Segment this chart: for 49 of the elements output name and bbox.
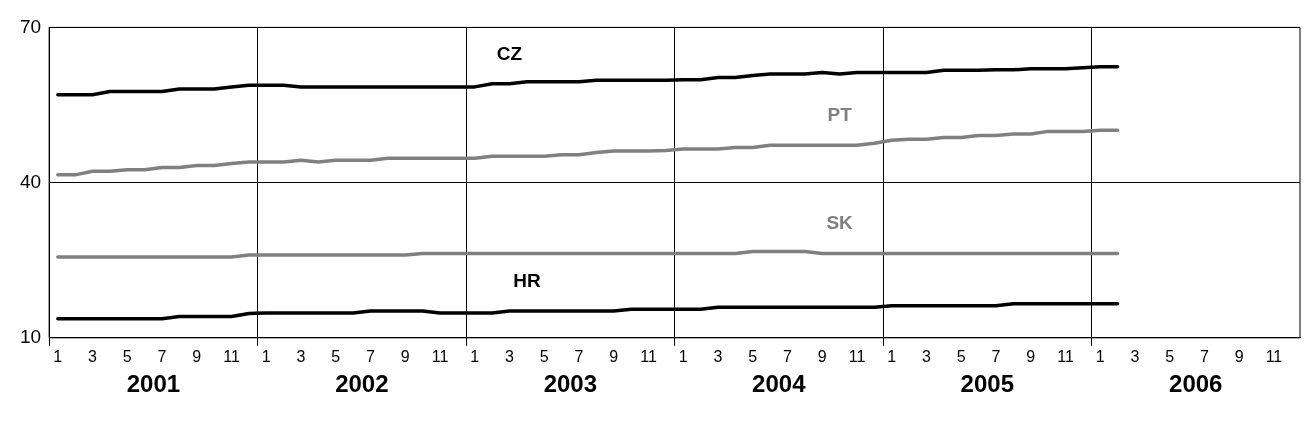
x-tick-label: 3 [505, 347, 515, 365]
x-tick-label: 5 [539, 347, 549, 365]
x-tick-label: 1 [53, 347, 63, 365]
y-tick-label: 70 [19, 15, 42, 37]
text: 2003 [543, 370, 598, 398]
x-tick-label: 3 [296, 347, 306, 365]
x-tick-label: 11 [1057, 347, 1074, 365]
x-tick-label: 5 [1165, 347, 1175, 365]
series-label: PT [827, 104, 853, 126]
x-tick-label: 1 [470, 347, 480, 365]
text: 2002 [335, 370, 389, 398]
x-tick-label: 5 [956, 347, 966, 365]
series-label: CZ [496, 42, 523, 64]
x-tick-label: 9 [1234, 347, 1244, 365]
y-tick-label: 10 [19, 326, 42, 348]
x-tick-label: 7 [783, 347, 793, 365]
x-tick-label: 3 [922, 347, 932, 365]
x-tick-label: 5 [122, 347, 132, 365]
y-tick-label: 40 [19, 170, 42, 192]
x-tick-label: 11 [223, 347, 240, 365]
text: 2006 [1169, 370, 1223, 398]
x-tick-label: 11 [640, 347, 657, 365]
series-label: HR [513, 269, 541, 291]
x-tick-label: 1 [678, 347, 688, 365]
x-tick-label: 9 [609, 347, 619, 365]
text: 2005 [960, 370, 1014, 398]
x-tick-label: 11 [431, 347, 449, 365]
x-tick-label: 3 [713, 347, 723, 365]
x-tick-label: 11 [848, 347, 866, 365]
x-tick-label: 7 [157, 347, 167, 365]
x-tick-label: 1 [1095, 347, 1105, 365]
x-tick-label: 7 [574, 347, 584, 365]
x-tick-label: 5 [748, 347, 758, 365]
series-label: SK [826, 212, 854, 234]
x-tick-label: 3 [1130, 347, 1140, 365]
x-tick-label: 9 [817, 347, 827, 365]
text: 2004 [752, 370, 807, 398]
x-tick-label: 7 [991, 347, 1001, 365]
x-tick-label: 9 [192, 347, 202, 365]
text: 2001 [126, 370, 181, 398]
x-tick-label: 1 [261, 347, 271, 365]
x-tick-label: 5 [331, 347, 341, 365]
x-tick-label: 9 [400, 347, 410, 365]
x-tick-label: 11 [1265, 347, 1283, 365]
x-tick-label: 1 [887, 347, 897, 365]
x-tick-label: 7 [1199, 347, 1209, 365]
x-tick-label: 9 [1026, 347, 1036, 365]
x-tick-label: 3 [88, 347, 98, 365]
x-tick-label: 7 [366, 347, 376, 365]
